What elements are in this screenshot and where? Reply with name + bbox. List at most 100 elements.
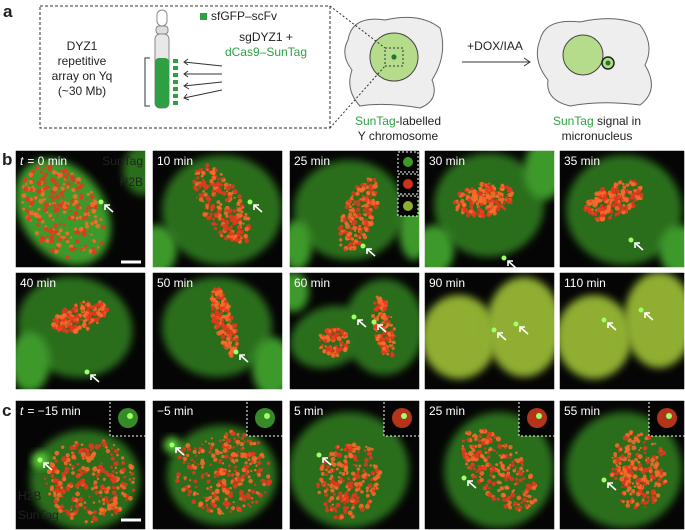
- chromatin: [60, 488, 66, 493]
- chromatin: [228, 200, 231, 203]
- chromatin: [70, 199, 75, 203]
- chromatin: [355, 191, 360, 196]
- chromatin: [54, 459, 58, 463]
- chromatin: [503, 443, 507, 447]
- chromatin: [55, 173, 58, 177]
- chromatin: [477, 443, 482, 449]
- chromatin: [342, 506, 348, 512]
- chromatin: [39, 239, 43, 244]
- chromatin: [229, 510, 232, 513]
- chromatin: [58, 508, 63, 513]
- chromatin: [483, 447, 487, 450]
- chromatin: [60, 186, 65, 191]
- cell: [289, 220, 312, 268]
- chromatin: [356, 470, 360, 474]
- channel-label: SunTag: [18, 508, 59, 522]
- chromatin: [339, 471, 342, 474]
- chromatin: [509, 453, 513, 457]
- chromatin: [531, 485, 537, 491]
- chromatin: [242, 432, 247, 438]
- chromatin: [53, 229, 59, 235]
- chromatin: [82, 457, 85, 460]
- chromatin: [613, 198, 618, 204]
- inset-focus: [536, 413, 542, 419]
- chromatin: [377, 334, 380, 337]
- chromatin: [613, 452, 618, 456]
- chromatin: [88, 510, 93, 515]
- micrograph: [424, 272, 555, 390]
- chromatin: [84, 224, 90, 229]
- chromatin: [257, 468, 263, 473]
- chromatin: [61, 495, 64, 498]
- chromatin: [616, 201, 622, 208]
- chromatin: [62, 223, 66, 227]
- chromatin: [79, 206, 82, 210]
- chromatin: [343, 216, 347, 221]
- chromatin: [611, 203, 616, 208]
- chromatin: [484, 183, 487, 186]
- chromatin: [71, 327, 75, 331]
- chromatin: [653, 464, 659, 470]
- chromatin: [330, 474, 334, 478]
- chromatin: [237, 436, 240, 439]
- chromatin: [479, 196, 482, 200]
- chromatin: [237, 476, 242, 481]
- chromatin: [468, 465, 473, 469]
- chromatin: [224, 197, 229, 202]
- chromatin: [113, 449, 119, 454]
- chromatin: [633, 198, 637, 202]
- chromatin: [658, 477, 662, 482]
- chromatin: [80, 451, 86, 457]
- chromatin: [57, 172, 63, 178]
- chromatin: [355, 496, 360, 500]
- chromatin: [587, 209, 593, 215]
- chromatin: [120, 481, 125, 486]
- chromatin: [638, 449, 641, 452]
- inset-focus: [666, 413, 672, 419]
- chromatin: [351, 493, 356, 498]
- chromatin: [218, 439, 223, 443]
- chromatin: [325, 473, 328, 477]
- chromatin: [212, 217, 216, 221]
- micrograph: [559, 400, 685, 530]
- chromatin: [230, 473, 235, 478]
- chromatin: [76, 181, 81, 185]
- time-label: 25 min: [294, 154, 330, 168]
- chromatin: [243, 440, 246, 444]
- chromatin: [639, 446, 642, 450]
- chromatin: [236, 433, 240, 436]
- chromatin: [368, 188, 374, 193]
- panel-label: c: [2, 401, 11, 420]
- chromatin: [320, 482, 325, 487]
- chromatin: [627, 473, 631, 478]
- chromatin: [121, 460, 126, 465]
- chromatin: [478, 475, 482, 479]
- chromatin: [209, 212, 213, 217]
- chromatin: [71, 467, 74, 470]
- suntag-focus: [391, 54, 397, 60]
- chromatin: [347, 510, 353, 516]
- suntag-focus: [601, 317, 607, 323]
- chromatin: [224, 454, 229, 459]
- chromatin: [232, 208, 237, 213]
- chromatin: [647, 499, 650, 502]
- chromatin: [365, 445, 368, 449]
- chromatin: [326, 346, 332, 352]
- chromatin: [382, 346, 387, 351]
- chromatin: [216, 187, 222, 193]
- chromatin: [620, 188, 626, 194]
- chromatin: [228, 469, 231, 473]
- chromatin: [90, 221, 94, 226]
- chromatin: [656, 482, 662, 488]
- chromatin: [367, 210, 372, 215]
- chromatin: [620, 208, 624, 212]
- micrograph: [152, 400, 283, 530]
- chromatin: [209, 179, 214, 184]
- chromatin: [371, 491, 376, 496]
- chromatin: [598, 194, 603, 199]
- chromatin: [106, 486, 111, 491]
- chromatin: [373, 464, 379, 470]
- chromatin: [44, 181, 47, 185]
- chromatin: [481, 189, 486, 194]
- chromatin: [76, 230, 81, 235]
